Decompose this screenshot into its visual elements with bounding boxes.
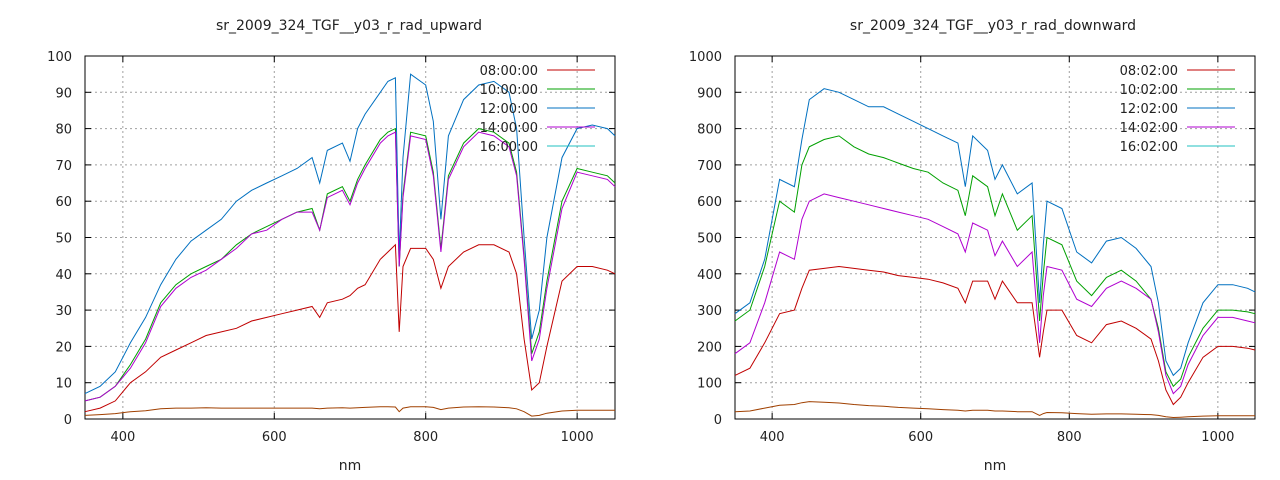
downward-radiance-chart: sr_2009_324_TGF__y03_r_rad_downward 400 60… — [689, 18, 1256, 474]
x-tick-label: 600 — [908, 430, 933, 445]
y-tick-label: 10 — [55, 377, 72, 392]
y-tick-label: 50 — [55, 232, 72, 247]
series-line-120000 — [84, 73, 616, 395]
legend-label: 10:02:00 — [1120, 83, 1178, 98]
series-line-baseline — [84, 406, 615, 417]
series-line-baseline — [734, 401, 1255, 419]
legend-label: 08:02:00 — [1120, 64, 1178, 79]
chart-title: sr_2009_324_TGF__y03_r_rad_upward — [216, 18, 482, 34]
y-tick-label: 1000 — [689, 50, 722, 65]
legend-label: 16:02:00 — [1120, 140, 1178, 155]
legend-label: 08:00:00 — [480, 64, 538, 79]
series-line-140200 — [734, 193, 1256, 395]
y-tick-label: 100 — [697, 377, 722, 392]
y-tick-label: 0 — [714, 413, 722, 428]
series-line-080200 — [734, 265, 1256, 406]
y-tick-label: 700 — [697, 159, 722, 174]
y-tick-label: 200 — [697, 340, 722, 355]
x-tick-label: 800 — [413, 430, 438, 445]
y-tick-label: 100 — [47, 50, 72, 65]
x-tick-label: 1000 — [1201, 430, 1234, 445]
y-tick-label: 800 — [697, 123, 722, 138]
series-line-140000 — [84, 131, 616, 402]
series-line-100200 — [734, 135, 1256, 388]
x-tick-label: 400 — [760, 430, 785, 445]
legend-label: 12:00:00 — [480, 102, 538, 117]
x-tick-label: 800 — [1057, 430, 1082, 445]
y-tick-label: 80 — [55, 123, 72, 138]
legend-label: 14:02:00 — [1120, 121, 1178, 136]
legend-label: 16:00:00 — [480, 140, 538, 155]
y-tick-label: 0 — [64, 413, 72, 428]
series-line-120200 — [734, 88, 1256, 377]
x-axis-label: nm — [984, 458, 1007, 474]
x-tick-label: 600 — [262, 430, 287, 445]
legend-label: 14:00:00 — [480, 121, 538, 136]
series-line-100000 — [84, 127, 616, 402]
y-tick-label: 30 — [55, 304, 72, 319]
x-tick-label: 400 — [110, 430, 135, 445]
y-tick-label: 400 — [697, 268, 722, 283]
y-tick-label: 40 — [55, 268, 72, 283]
x-tick-label: 1000 — [561, 430, 594, 445]
y-tick-label: 600 — [697, 195, 722, 210]
y-tick-label: 60 — [55, 195, 72, 210]
legend-label: 10:00:00 — [480, 83, 538, 98]
legend-label: 12:02:00 — [1120, 102, 1178, 117]
x-axis-label: nm — [339, 458, 362, 474]
chart-title: sr_2009_324_TGF__y03_r_rad_downward — [850, 18, 1136, 34]
y-tick-label: 90 — [55, 86, 72, 101]
y-tick-label: 70 — [55, 159, 72, 174]
series-line-080000 — [84, 243, 616, 413]
y-tick-label: 500 — [697, 232, 722, 247]
y-tick-label: 300 — [697, 304, 722, 319]
y-tick-label: 900 — [697, 86, 722, 101]
y-tick-label: 20 — [55, 340, 72, 355]
